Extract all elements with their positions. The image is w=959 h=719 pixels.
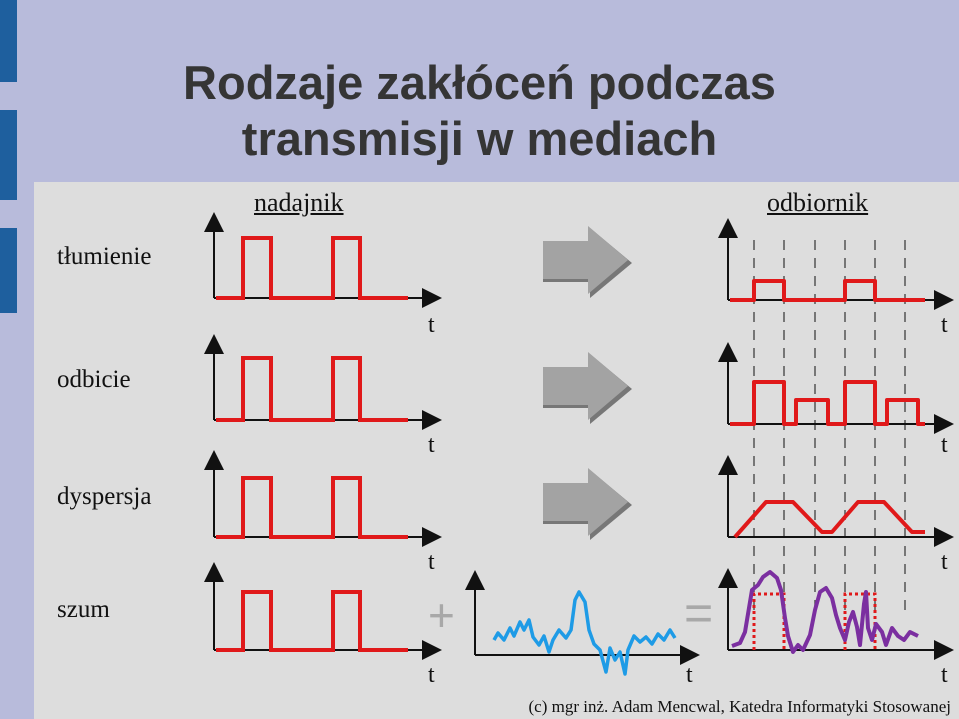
row-label-attenuation: tłumienie	[57, 243, 152, 270]
sender-header: nadajnik	[254, 188, 344, 217]
footer-credit: (c) mgr inż. Adam Mencwal, Katedra Infor…	[528, 697, 951, 716]
transfer-arrow-3	[543, 468, 632, 540]
transfer-arrow-2	[543, 352, 632, 424]
sender-axis-1	[213, 222, 432, 298]
sender-pulse-3	[216, 476, 408, 539]
noise-signal	[492, 590, 677, 676]
t-label-sender-3: t	[428, 549, 435, 575]
receiver-reflected-signal	[730, 380, 925, 426]
equals-sign: =	[684, 585, 714, 641]
t-label-receiver-2: t	[941, 432, 948, 458]
diagram-panel	[34, 182, 959, 719]
t-label-receiver-4: t	[941, 662, 948, 688]
t-label-sender-2: t	[428, 432, 435, 458]
row-label-dispersion: dyspersja	[57, 483, 152, 510]
t-label-receiver-1: t	[941, 312, 948, 338]
title-line-2: transmisji w mediach	[241, 112, 718, 165]
result-noisy-signal	[731, 570, 919, 654]
sender-pulse-4	[216, 590, 408, 652]
receiver-header: odbiornik	[767, 188, 869, 217]
accent-bar-bottom	[0, 228, 17, 313]
t-label-sender-1: t	[428, 312, 435, 338]
title-line-1: Rodzaje zakłóceń podczas	[183, 56, 776, 109]
t-label-sender-4: t	[428, 662, 435, 688]
transfer-arrow-1	[543, 226, 632, 298]
t-label-noise: t	[686, 662, 693, 688]
t-label-receiver-3: t	[941, 549, 948, 575]
row-label-noise: szum	[57, 596, 110, 623]
accent-bar-middle	[0, 110, 17, 200]
sender-pulse-2	[216, 356, 408, 422]
sender-pulse-1	[216, 236, 408, 300]
receiver-dispersed-signal	[733, 500, 925, 539]
accent-bar-top	[0, 0, 17, 82]
plus-sign: +	[428, 589, 455, 641]
slide-title: Rodzaje zakłóceń podczas transmisji w me…	[0, 55, 959, 167]
receiver-attenuated-signal	[730, 279, 925, 302]
row-label-reflection: odbicie	[57, 366, 131, 393]
